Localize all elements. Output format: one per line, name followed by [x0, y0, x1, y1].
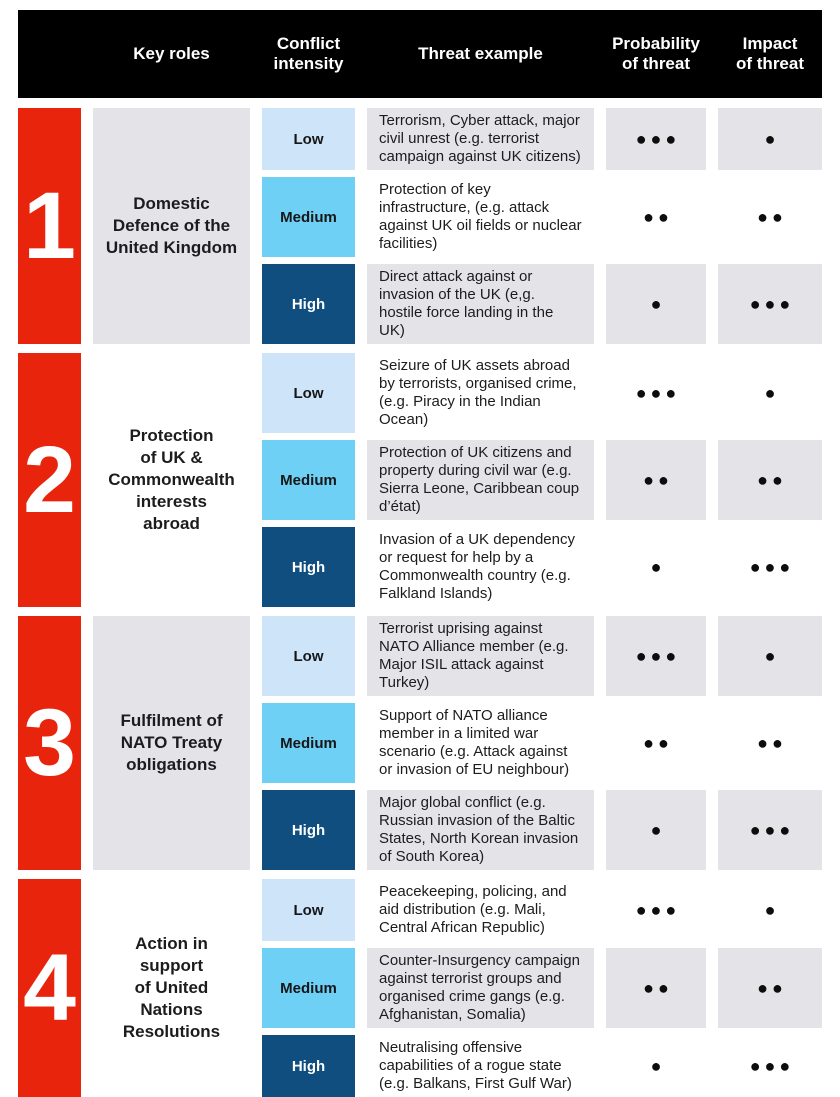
threat-example-text: Counter-Insurgency campaign against terr… [367, 948, 594, 1028]
intensity-badge-low: Low [262, 879, 355, 941]
threat-example-text: Terrorism, Cyber attack, major civil unr… [367, 108, 594, 170]
threat-example-text: Invasion of a UK dependency or request f… [379, 531, 575, 602]
impact-dots: ●● [718, 948, 822, 1028]
section-role-title: Domestic Defence of the United Kingdom [93, 108, 250, 344]
section-domestic-defence: 1 Domestic Defence of the United Kingdom… [18, 108, 822, 344]
table-header: Key roles Conflict intensity Threat exam… [18, 10, 822, 98]
column-header-key-roles: Key roles [133, 43, 210, 63]
threat-example-text: Direct attack against or invasion of the… [367, 264, 594, 344]
section-number: 1 [18, 108, 81, 344]
impact-dots: ●●● [718, 790, 822, 870]
intensity-badge-low: Low [262, 108, 355, 170]
threat-example-text: Seizure of UK assets abroad by terrorist… [379, 357, 577, 428]
impact-dots: ●● [718, 440, 822, 520]
impact-dots: ●●● [718, 264, 822, 344]
section-number: 2 [18, 353, 81, 607]
probability-dots: ●● [643, 732, 673, 753]
section-uk-commonwealth-interests: 2 Protection of UK & Commonwealth intere… [18, 353, 822, 607]
section-number: 3 [18, 616, 81, 870]
probability-dots: ● [650, 556, 666, 577]
intensity-badge-medium: Medium [262, 177, 355, 257]
impact-dots: ● [718, 108, 822, 170]
threat-example-text: Terrorist uprising against NATO Alliance… [367, 616, 594, 696]
probability-dots: ●●● [606, 108, 706, 170]
threat-example-text: Support of NATO alliance member in a lim… [379, 707, 570, 778]
section-number: 4 [18, 879, 81, 1097]
intensity-badge-low: Low [262, 616, 355, 696]
impact-dots: ● [764, 382, 780, 403]
intensity-badge-high: High [262, 264, 355, 344]
section-role-title: Protection of UK & Commonwealth interest… [108, 425, 235, 534]
impact-dots: ●● [757, 732, 787, 753]
threat-example-text: Neutralising offensive capabilities of a… [379, 1039, 572, 1092]
probability-dots: ● [606, 264, 706, 344]
threat-example-text: Major global conflict (e.g. Russian inva… [367, 790, 594, 870]
probability-dots: ● [606, 790, 706, 870]
section-nato-treaty: 3 Fulfilment of NATO Treaty obligations … [18, 616, 822, 870]
probability-dots: ●●● [635, 382, 681, 403]
intensity-badge-high: High [262, 790, 355, 870]
impact-dots: ● [764, 899, 780, 920]
probability-dots: ●● [606, 948, 706, 1028]
impact-dots: ●●● [749, 1055, 795, 1076]
intensity-badge-medium: Medium [262, 703, 355, 783]
key-roles-table: Key roles Conflict intensity Threat exam… [18, 10, 822, 1097]
impact-dots: ● [718, 616, 822, 696]
column-header-probability: Probability of threat [612, 33, 700, 73]
impact-dots: ●●● [749, 556, 795, 577]
probability-dots: ● [650, 1055, 666, 1076]
probability-dots: ●● [606, 440, 706, 520]
intensity-badge-high: High [262, 527, 355, 607]
intensity-badge-high: High [262, 1035, 355, 1097]
column-header-threat-example: Threat example [418, 43, 543, 63]
intensity-badge-medium: Medium [262, 948, 355, 1028]
threat-example-text: Protection of UK citizens and property d… [367, 440, 594, 520]
probability-dots: ●● [643, 206, 673, 227]
intensity-badge-low: Low [262, 353, 355, 433]
probability-dots: ●●● [635, 899, 681, 920]
threat-example-text: Peacekeeping, policing, and aid distribu… [379, 883, 567, 936]
threat-example-text: Protection of key infrastructure, (e.g. … [379, 181, 582, 252]
section-un-resolutions: 4 Action in support of United Nations Re… [18, 879, 822, 1097]
column-header-impact: Impact of threat [736, 33, 804, 73]
section-role-title: Fulfilment of NATO Treaty obligations [93, 616, 250, 870]
intensity-badge-medium: Medium [262, 440, 355, 520]
section-role-title: Action in support of United Nations Reso… [122, 933, 221, 1042]
probability-dots: ●●● [606, 616, 706, 696]
impact-dots: ●● [757, 206, 787, 227]
column-header-conflict-intensity: Conflict intensity [273, 33, 344, 73]
